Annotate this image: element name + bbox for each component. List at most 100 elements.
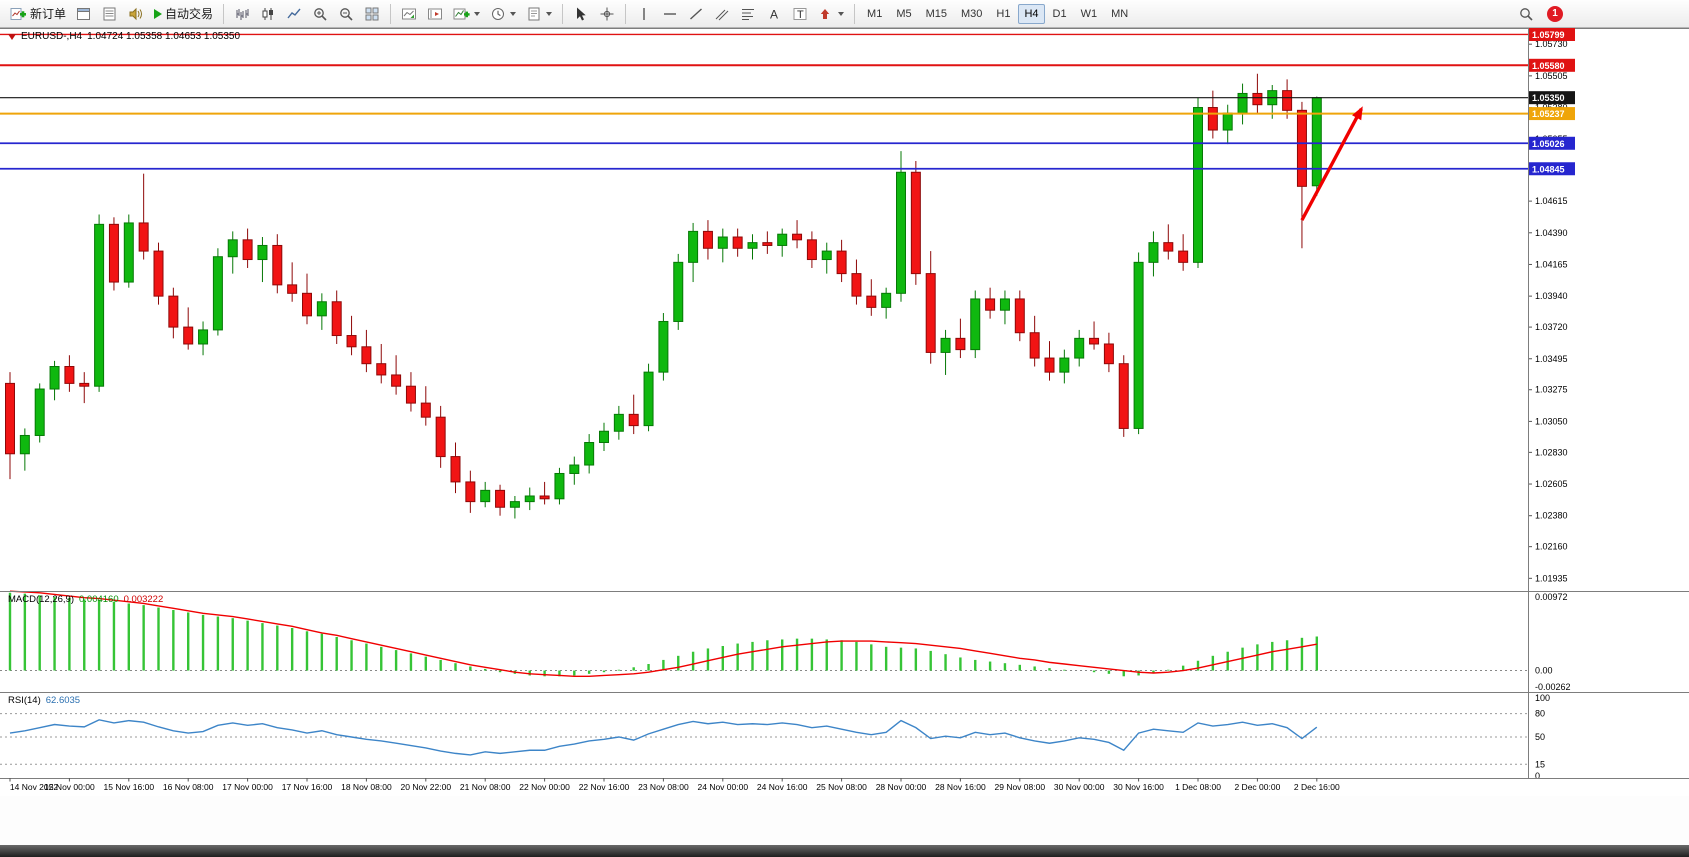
svg-text:28 Nov 16:00: 28 Nov 16:00 xyxy=(935,782,986,792)
candle xyxy=(881,292,892,308)
alerts-sound-icon xyxy=(128,6,144,22)
candle xyxy=(599,430,609,444)
svg-text:22 Nov 00:00: 22 Nov 00:00 xyxy=(519,782,570,792)
candle xyxy=(658,320,669,373)
channel-tool-button[interactable] xyxy=(710,3,734,25)
svg-text:20 Nov 22:00: 20 Nov 22:00 xyxy=(401,782,452,792)
candlestick-series xyxy=(5,73,1322,519)
indicators-button[interactable] xyxy=(449,3,484,25)
svg-text:1.02380: 1.02380 xyxy=(1535,511,1568,521)
crosshair-icon xyxy=(599,6,615,22)
candle xyxy=(1178,250,1189,263)
candle xyxy=(806,239,817,261)
candle xyxy=(985,298,996,311)
timeframe-h1-button[interactable]: H1 xyxy=(996,7,1011,20)
timeframe-h4-button[interactable]: H4 xyxy=(1018,3,1045,24)
svg-text:1.05026: 1.05026 xyxy=(1532,139,1565,149)
arrow-shapes-icon xyxy=(820,8,830,19)
rsi-line xyxy=(9,719,1318,756)
svg-text:50: 50 xyxy=(1535,732,1545,742)
ohlc-values: 1.04724 1.05358 1.04653 1.05350 xyxy=(87,31,241,42)
candle xyxy=(198,329,209,345)
periods-button[interactable] xyxy=(486,3,520,25)
svg-text:1.05580: 1.05580 xyxy=(1532,61,1565,71)
svg-text:2 Dec 16:00: 2 Dec 16:00 xyxy=(1294,782,1340,792)
candle xyxy=(108,223,119,283)
timeframe-w1-button[interactable]: W1 xyxy=(1080,7,1098,20)
trendline-icon xyxy=(688,6,704,22)
candle xyxy=(777,233,788,246)
text-tool-button[interactable]: A xyxy=(762,3,786,25)
candle xyxy=(836,250,847,275)
candle xyxy=(1044,357,1055,373)
alerts-button[interactable] xyxy=(124,3,148,25)
candle xyxy=(79,382,90,387)
timeframe-m15-button[interactable]: M15 xyxy=(925,7,947,20)
bar-chart-button[interactable] xyxy=(230,3,254,25)
search-button[interactable] xyxy=(1514,3,1538,25)
vertical-line-icon xyxy=(636,6,652,22)
arrows-tool-button[interactable] xyxy=(814,3,848,25)
zoom-in-button[interactable] xyxy=(308,3,332,25)
macd-histogram xyxy=(8,592,1319,677)
candle xyxy=(747,242,758,249)
auto-scroll-icon xyxy=(401,6,417,22)
candle xyxy=(628,413,639,427)
horizontal-line-tool-button[interactable] xyxy=(658,3,682,25)
label-tool-button[interactable]: T xyxy=(788,3,812,25)
chart-canvas[interactable]: 1.057301.055051.052801.050551.048301.046… xyxy=(0,28,1689,796)
candle xyxy=(138,222,149,252)
timeframe-m30-button[interactable]: M30 xyxy=(961,7,983,20)
candlestick-chart-icon xyxy=(260,6,274,22)
svg-text:25 Nov 08:00: 25 Nov 08:00 xyxy=(816,782,867,792)
chart-window-button[interactable] xyxy=(72,3,96,25)
svg-text:1.03050: 1.03050 xyxy=(1535,416,1568,426)
candle xyxy=(153,250,164,297)
data-window-button[interactable] xyxy=(98,3,122,25)
indicators-icon xyxy=(453,6,470,22)
crosshair-button[interactable] xyxy=(595,3,619,25)
chart-area[interactable]: 1.057301.055051.052801.050551.048301.046… xyxy=(0,28,1689,796)
svg-text:1.02160: 1.02160 xyxy=(1535,542,1568,552)
candle xyxy=(999,298,1010,311)
svg-text:1.04165: 1.04165 xyxy=(1535,259,1568,269)
fibonacci-tool-button[interactable] xyxy=(736,3,760,25)
candle xyxy=(495,489,506,508)
macd-indicator-label: MACD(12,26,9) 0.004160 0.003222 xyxy=(8,594,164,605)
svg-text:24 Nov 16:00: 24 Nov 16:00 xyxy=(757,782,808,792)
trendline-tool-button[interactable] xyxy=(684,3,708,25)
vertical-line-tool-button[interactable] xyxy=(632,3,656,25)
candle xyxy=(1282,90,1293,111)
candle xyxy=(1296,109,1307,187)
candle xyxy=(331,301,342,337)
timeframe-m5-button[interactable]: M5 xyxy=(896,7,912,20)
svg-text:1.05505: 1.05505 xyxy=(1535,71,1568,81)
candle xyxy=(851,273,862,297)
candlestick-chart-button[interactable] xyxy=(256,3,280,25)
svg-text:14 Nov 2022: 14 Nov 2022 xyxy=(10,782,58,792)
zoom-out-button[interactable] xyxy=(334,3,358,25)
timeframe-mn-button[interactable]: MN xyxy=(1111,7,1129,20)
candle xyxy=(302,292,312,317)
new-order-button[interactable]: 新订单 xyxy=(6,2,70,25)
auto-scroll-button[interactable] xyxy=(397,3,421,25)
notification-badge[interactable]: 1 xyxy=(1547,5,1563,22)
candle xyxy=(970,298,981,351)
cursor-button[interactable] xyxy=(569,3,593,25)
line-chart-button[interactable] xyxy=(282,3,306,25)
timeframe-d1-button[interactable]: D1 xyxy=(1052,7,1067,20)
svg-text:16 Nov 08:00: 16 Nov 08:00 xyxy=(163,782,214,792)
timeframe-m1-button[interactable]: M1 xyxy=(867,7,883,20)
line-chart-icon xyxy=(286,6,302,22)
chart-shift-button[interactable] xyxy=(423,3,447,25)
candle xyxy=(450,456,461,483)
toolbar-separator xyxy=(562,3,564,24)
price-level-lines xyxy=(0,33,1528,170)
dropdown-caret-icon xyxy=(838,11,845,16)
tile-windows-button[interactable] xyxy=(360,3,384,25)
svg-text:A: A xyxy=(770,7,778,21)
auto-trading-button[interactable]: 自动交易 xyxy=(150,2,217,25)
templates-button[interactable] xyxy=(522,3,556,25)
candle xyxy=(420,402,431,418)
candle xyxy=(1133,261,1144,429)
